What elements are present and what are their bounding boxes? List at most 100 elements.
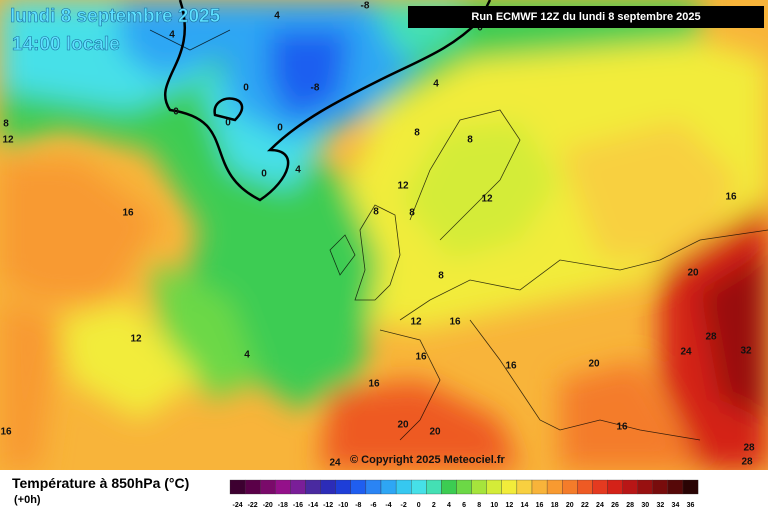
contour-label: 20 [397, 420, 409, 431]
forecast-step: (+0h) [14, 494, 41, 506]
contour-label: 16 [0, 427, 12, 438]
contour-label: 4 [169, 30, 175, 41]
contour-label: 8 [373, 207, 379, 218]
zero-isotherm [163, 0, 492, 202]
scale-swatch [350, 479, 367, 495]
scale-swatch [395, 479, 412, 495]
scale-swatch [667, 479, 684, 495]
scale-swatch [275, 479, 291, 495]
scale-label: 36 [687, 502, 695, 509]
contour-label: 24 [680, 347, 692, 358]
contour-label: 16 [449, 317, 461, 328]
scale-label: -8 [355, 502, 361, 509]
contour-label: 12 [2, 135, 14, 146]
scale-swatch [320, 479, 336, 495]
scale-label: 18 [551, 502, 559, 509]
contour-label: 4 [433, 79, 439, 90]
scale-label: 4 [447, 502, 451, 509]
contour-label: 28 [705, 332, 717, 343]
scale-swatch [546, 479, 563, 495]
scale-label: 2 [432, 502, 436, 509]
scale-label: 10 [490, 502, 498, 509]
scale-label: 0 [417, 502, 421, 509]
contour-label: 0 [277, 123, 283, 134]
scale-label: 34 [672, 502, 680, 509]
scale-label: 24 [596, 502, 604, 509]
scale-label: 6 [462, 502, 466, 509]
date-label: lundi 8 septembre 2025 [10, 6, 221, 27]
contour-label: -8 [361, 1, 370, 12]
scale-label: -20 [263, 502, 273, 509]
contour-label: 0 [243, 83, 249, 94]
run-label: Run ECMWF 12Z du lundi 8 septembre 2025 [471, 11, 700, 23]
scale-label: 8 [477, 502, 481, 509]
coastlines [149, 29, 768, 441]
contour-label: 12 [410, 317, 422, 328]
time-label: 14:00 locale [12, 34, 120, 55]
contour-label: 16 [415, 352, 427, 363]
contour-label: 0 [477, 23, 483, 34]
scale-label: -14 [308, 502, 318, 509]
scale-swatch [592, 479, 608, 495]
contour-label: 4 [295, 165, 301, 176]
contour-label: 12 [397, 181, 409, 192]
contour-label: 0 [225, 118, 231, 129]
contour-label: 16 [122, 208, 134, 219]
copyright: © Copyright 2025 Meteociel.fr [350, 454, 506, 466]
scale-label: -16 [293, 502, 303, 509]
scale-swatch [471, 479, 487, 495]
scale-swatch [501, 479, 518, 495]
scale-swatch [411, 479, 427, 495]
scale-label: 16 [536, 502, 544, 509]
scale-label: 12 [505, 502, 513, 509]
contour-label: 16 [505, 361, 517, 372]
contour-label: 8 [3, 119, 9, 130]
scale-swatch [577, 479, 593, 495]
scale-swatch [531, 479, 548, 495]
scale-label: 20 [566, 502, 574, 509]
scale-label: 26 [611, 502, 619, 509]
contour-label: 28 [741, 457, 753, 468]
contour-label: 16 [368, 379, 380, 390]
contour-label: 4 [274, 11, 280, 22]
scale-swatch [607, 479, 623, 495]
contour-label: 20 [429, 427, 441, 438]
scale-label: -6 [370, 502, 376, 509]
contour-label: 20 [588, 359, 600, 370]
color-scale: -24 -22 -20 -18 -16 -14 -12 -10 -8 -6 -4 -2 0 2 4 6 8 10 1… [229, 479, 699, 509]
contour-label: 20 [687, 268, 699, 279]
contour-label: 12 [130, 334, 142, 345]
scale-swatch [562, 479, 578, 495]
variable-title: Température à 850hPa (°C) [12, 475, 189, 491]
contour-label: 0 [173, 107, 179, 118]
scale-swatch [682, 479, 699, 495]
contour-label: 4 [244, 350, 250, 361]
scale-label: 14 [521, 502, 529, 509]
run-banner [408, 6, 764, 28]
scale-swatch [441, 479, 457, 495]
contour-label: 12 [481, 194, 493, 205]
scale-label: 22 [581, 502, 589, 509]
scale-label: -12 [323, 502, 333, 509]
contour-label: 8 [409, 208, 415, 219]
contour-label: 8 [414, 128, 420, 139]
scale-label: 30 [641, 502, 649, 509]
scale-swatch [335, 479, 351, 495]
scale-swatch [305, 479, 321, 495]
contour-label: 8 [467, 135, 473, 146]
scale-swatch [426, 479, 442, 495]
scale-label: 32 [656, 502, 664, 509]
contour-label: 16 [725, 192, 737, 203]
scale-swatch [290, 479, 306, 495]
contour-label: 24 [329, 458, 341, 469]
scale-swatch [486, 479, 502, 495]
scale-label: -2 [401, 502, 407, 509]
scale-swatch [244, 479, 261, 495]
scale-swatch [456, 479, 472, 495]
scale-label: -10 [338, 502, 348, 509]
contour-label: 28 [743, 443, 755, 454]
scale-swatch [365, 479, 382, 495]
scale-swatch [652, 479, 669, 495]
scale-swatch [622, 479, 638, 495]
